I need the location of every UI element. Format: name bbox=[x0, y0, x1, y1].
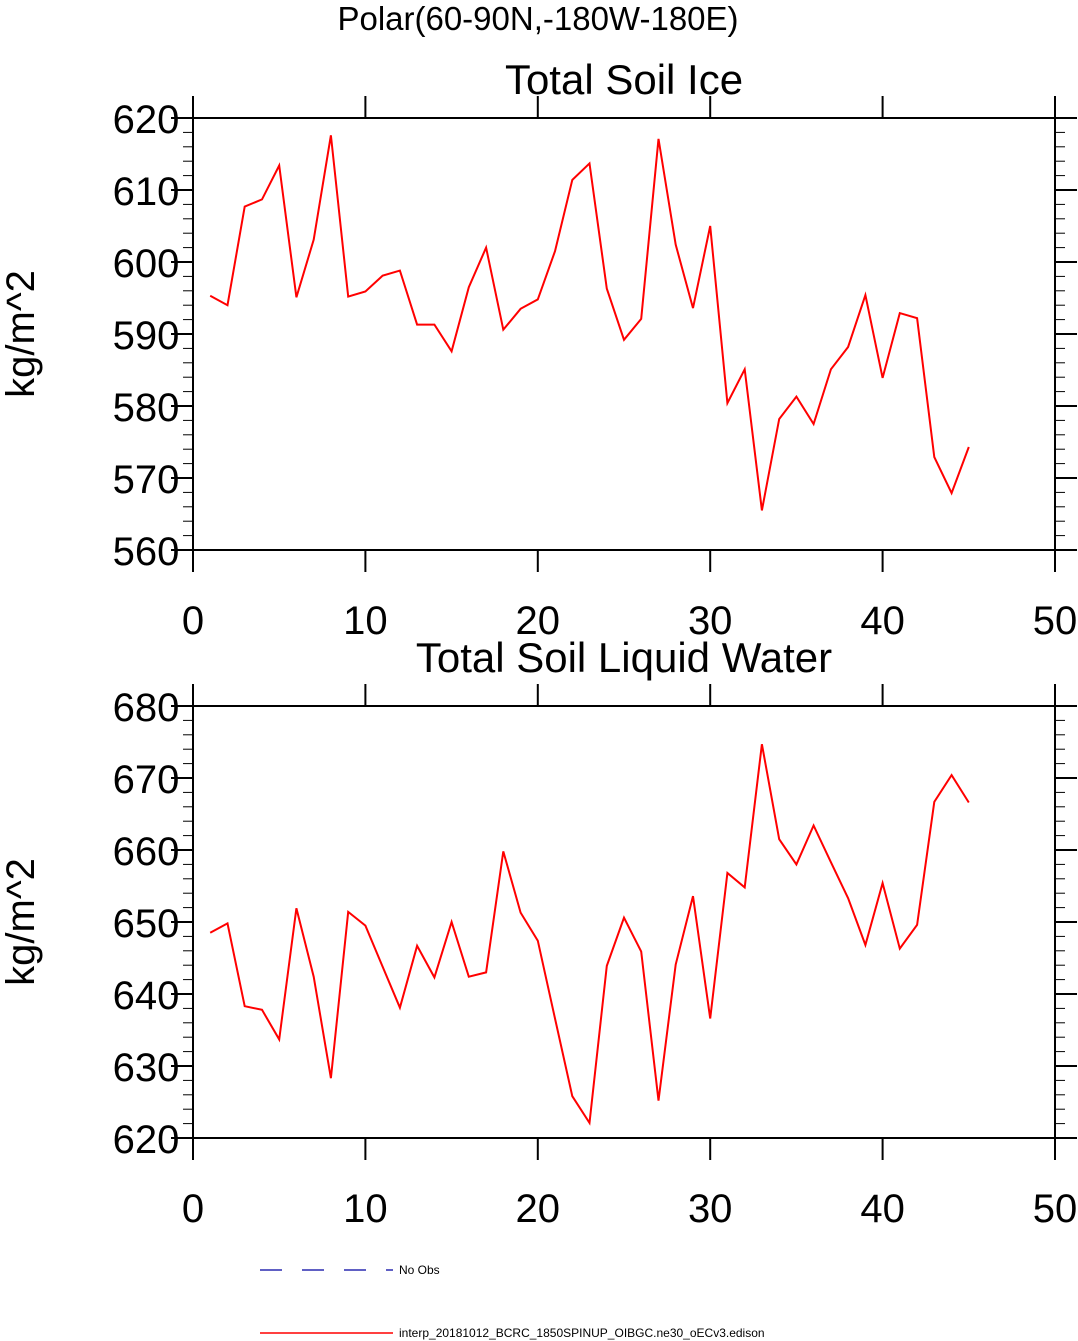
y-tick-label: 660 bbox=[113, 830, 180, 874]
x-tick-label: 40 bbox=[860, 1187, 905, 1231]
x-tick-label: 10 bbox=[343, 1187, 388, 1231]
y-tick-label: 560 bbox=[113, 530, 180, 574]
y-tick-label: 600 bbox=[113, 242, 180, 286]
y-axis-label: kg/m^2 bbox=[0, 270, 43, 398]
x-tick-label: 30 bbox=[688, 599, 733, 643]
x-tick-label: 10 bbox=[343, 599, 388, 643]
panel-title: Total Soil Ice bbox=[505, 56, 743, 103]
legend-label: No Obs bbox=[399, 1263, 440, 1277]
x-tick-label: 0 bbox=[182, 1187, 204, 1231]
legend-item-model-run: interp_20181012_BCRC_1850SPINUP_OIBGC.ne… bbox=[260, 1326, 765, 1340]
x-tick-label: 50 bbox=[1033, 1187, 1078, 1231]
panel-bottom: Total Soil Liquid Water kg/m^2 0 10 20 30 40… bbox=[0, 634, 1077, 1231]
y-tick-label: 670 bbox=[113, 758, 180, 802]
plot-series bbox=[209, 135, 970, 511]
x-tick-label: 0 bbox=[182, 599, 204, 643]
y-tick-label: 610 bbox=[113, 170, 180, 214]
panel-title: Total Soil Liquid Water bbox=[416, 634, 832, 681]
x-tick-label: 30 bbox=[688, 1187, 733, 1231]
y-tick-label: 680 bbox=[113, 686, 180, 730]
x-tick-label: 40 bbox=[860, 599, 905, 643]
y-tick-label: 640 bbox=[113, 974, 180, 1018]
y-tick-label: 620 bbox=[113, 98, 180, 142]
x-tick-label: 20 bbox=[516, 1187, 561, 1231]
x-tick-label: 20 bbox=[516, 599, 561, 643]
x-tick-label: 50 bbox=[1033, 599, 1078, 643]
y-tick-label: 580 bbox=[113, 386, 180, 430]
legend: No Obs interp_20181012_BCRC_1850SPINUP_O… bbox=[260, 1263, 765, 1340]
figure-title: Polar(60-90N,-180W-180E) bbox=[337, 0, 738, 37]
axes-ticks: 0 10 20 30 40 50 560 570 580 590 600 610 620 bbox=[113, 96, 1078, 643]
plot-series bbox=[209, 744, 970, 1126]
series-line bbox=[209, 744, 970, 1126]
y-tick-label: 620 bbox=[113, 1118, 180, 1162]
y-tick-label: 630 bbox=[113, 1046, 180, 1090]
series-line bbox=[209, 135, 970, 511]
panel-top: Total Soil Ice kg/m^2 0 10 20 30 40 50 560 570 5… bbox=[0, 56, 1077, 643]
legend-label: interp_20181012_BCRC_1850SPINUP_OIBGC.ne… bbox=[399, 1326, 765, 1340]
legend-item-no-obs: No Obs bbox=[260, 1263, 440, 1277]
y-axis-label: kg/m^2 bbox=[0, 858, 43, 986]
y-tick-label: 650 bbox=[113, 902, 180, 946]
y-tick-label: 570 bbox=[113, 458, 180, 502]
y-tick-label: 590 bbox=[113, 314, 180, 358]
plot-frame bbox=[192, 705, 1056, 1139]
axes-ticks: 0 10 20 30 40 50 620 630 640 650 660 670 680 bbox=[113, 684, 1078, 1231]
